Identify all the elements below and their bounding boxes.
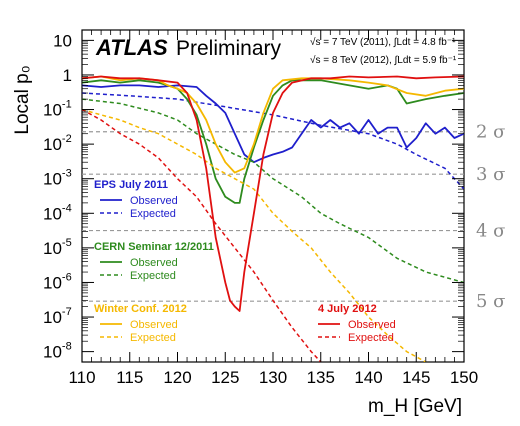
x-tick-label: 130 [259, 368, 287, 387]
x-tick-label: 135 [307, 368, 335, 387]
series-line [82, 75, 464, 174]
y-tick-label: 10-4 [43, 202, 72, 223]
y-tick-label: 10-5 [43, 237, 72, 258]
series-line [82, 84, 464, 164]
x-tick-label: 125 [211, 368, 239, 387]
y-tick-label: 10 [53, 31, 72, 50]
x-tick-label: 120 [163, 368, 191, 387]
atlas-label: ATLAS [95, 35, 168, 60]
y-tick-label: 10-1 [43, 99, 72, 120]
x-tick-label: 110 [68, 368, 95, 387]
lumi-2012-label: √s = 8 TeV (2012), ∫Ldt = 5.9 fb⁻¹ [310, 54, 457, 66]
y-axis-label: Local p₀ [12, 65, 33, 134]
x-tick-label: 150 [450, 368, 478, 387]
y-tick-label: 10-6 [43, 271, 72, 292]
legend-expected-label: Expected [130, 270, 176, 282]
lumi-2011-label: √s = 7 TeV (2011), ∫Ldt = 4.8 fb⁻¹ [310, 36, 456, 48]
series-line [82, 108, 427, 362]
legend-expected-label: Expected [130, 208, 176, 220]
x-tick-label: 115 [116, 368, 143, 387]
x-axis-label: m_H [GeV] [368, 396, 462, 417]
x-tick-label: 145 [402, 368, 430, 387]
legend-title: CERN Seminar 12/2011 [94, 241, 214, 253]
series-line [82, 108, 322, 362]
y-tick-label: 10-7 [43, 306, 72, 327]
sigma-label: 4 σ [476, 221, 505, 242]
y-tick-label: 10-2 [43, 133, 72, 154]
series-line [82, 75, 464, 312]
legend-observed-label: Observed [130, 195, 178, 207]
x-tick-label: 140 [354, 368, 382, 387]
legend-title: 4 July 2012 [318, 303, 377, 315]
legend-expected-label: Expected [348, 332, 394, 344]
series-line [82, 98, 464, 284]
axis-ticks: 110 115 120 125 130 135 140 145 150 10 1 10-1 10-2 10… [43, 30, 478, 387]
legend-title: Winter Conf. 2012 [94, 303, 187, 315]
y-tick-label: 10-3 [43, 168, 72, 189]
series-lines [82, 75, 464, 362]
legend-observed-label: Observed [130, 257, 178, 269]
legend-observed-label: Observed [130, 319, 178, 331]
sigma-label: 3 σ [476, 164, 505, 185]
y-tick-label: 1 [63, 66, 72, 85]
y-tick-label: 10-8 [43, 341, 72, 362]
legend-expected-label: Expected [130, 332, 176, 344]
series-line [82, 92, 464, 190]
sigma-label: 2 σ [476, 122, 505, 143]
legend-title: EPS July 2011 [94, 179, 168, 191]
preliminary-label: Preliminary [176, 37, 282, 60]
legend-observed-label: Observed [348, 319, 396, 331]
sigma-label: 5 σ [476, 291, 505, 312]
